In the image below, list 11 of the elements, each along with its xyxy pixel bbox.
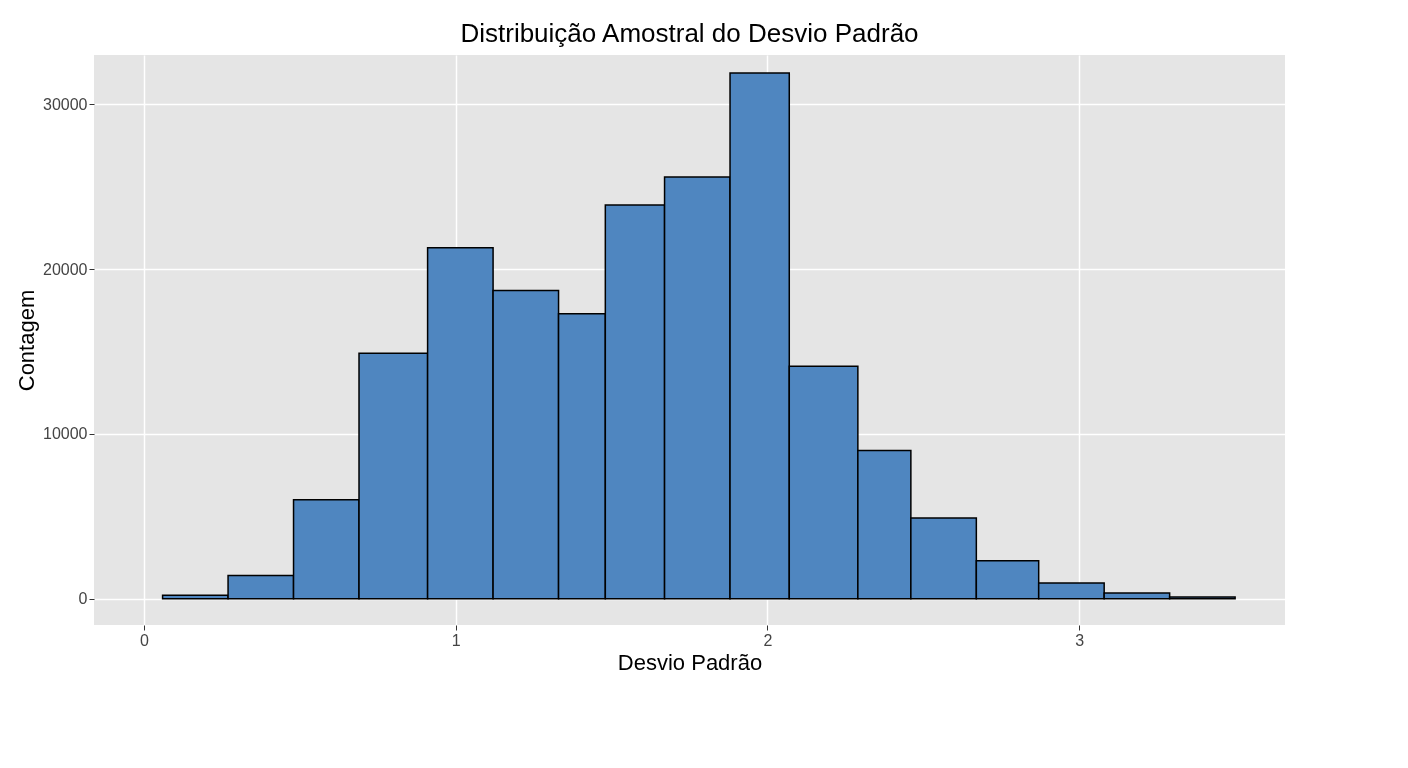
y-tick-label: 10000	[43, 425, 88, 443]
y-tick-label: 30000	[43, 95, 88, 113]
x-axis-title: Desvio Padrão	[617, 649, 763, 675]
x-tick-label: 3	[1075, 631, 1085, 649]
y-tick-label: 0	[78, 590, 88, 608]
x-tick-label: 0	[139, 631, 149, 649]
y-tick-label: 20000	[43, 260, 88, 278]
x-tick-label: 1	[451, 631, 461, 649]
chart-title: Distribuição Amostral do Desvio Padrão	[460, 18, 919, 48]
x-tick-label: 2	[763, 631, 773, 649]
y-axis-title: Contagem	[14, 289, 40, 392]
